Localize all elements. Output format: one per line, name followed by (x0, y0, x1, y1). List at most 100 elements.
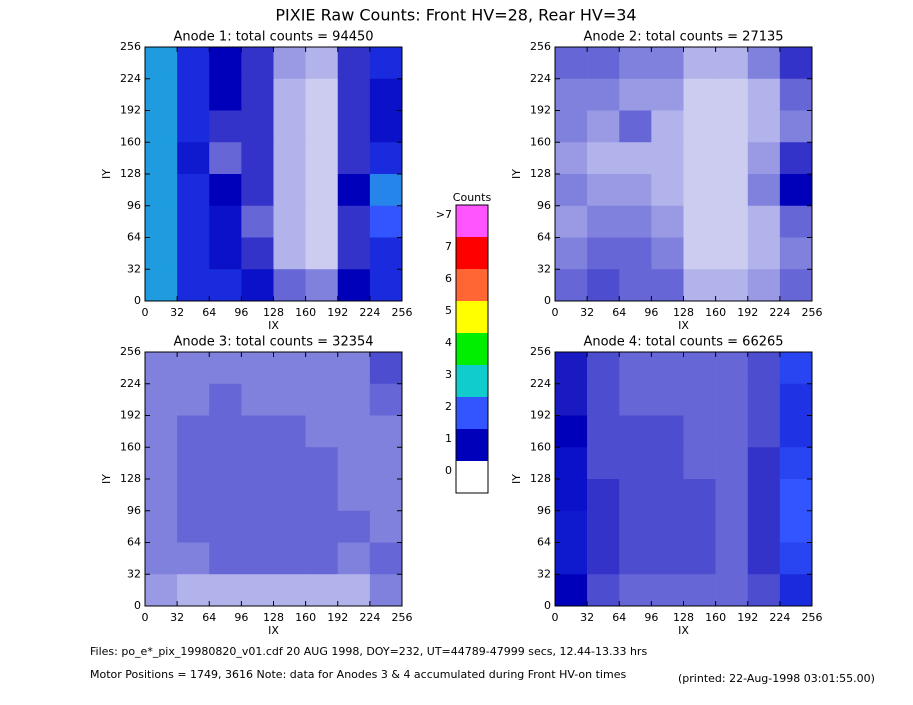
y-tick-label: 0 (134, 294, 141, 307)
x-tick-label: 256 (802, 611, 823, 624)
x-tick-label: 128 (263, 611, 284, 624)
heat-cell (305, 269, 339, 302)
heat-cell (209, 447, 242, 480)
heat-cell (683, 47, 716, 80)
heat-cell (145, 237, 178, 270)
heat-cell (651, 352, 684, 385)
heat-cell (587, 110, 620, 143)
colorbar-label: 7 (445, 240, 452, 253)
heat-cell (177, 352, 210, 385)
heat-cell (209, 415, 242, 448)
heat-cell (779, 574, 813, 607)
heat-cell (369, 142, 403, 175)
heat-cell (555, 269, 588, 302)
y-tick-label: 96 (537, 504, 551, 517)
x-tick-label: 256 (392, 306, 413, 319)
heat-cell (241, 78, 274, 111)
x-axis-label: IX (268, 319, 279, 332)
y-tick-label: 32 (127, 262, 141, 275)
y-tick-label: 64 (537, 231, 551, 244)
heat-cell (145, 78, 178, 111)
y-tick-label: 128 (530, 167, 551, 180)
heat-cell (555, 47, 588, 80)
heat-cell (337, 542, 371, 575)
heat-cell (683, 510, 716, 543)
colorbar-label: 6 (445, 272, 452, 285)
x-tick-label: 96 (234, 306, 248, 319)
heat-cell (305, 352, 339, 385)
heat-cell (555, 78, 588, 111)
heat-cell (273, 110, 306, 143)
heat-cell (779, 447, 813, 480)
heat-cell (779, 47, 813, 80)
x-tick-label: 160 (295, 611, 316, 624)
heat-cell (337, 447, 371, 480)
y-tick-label: 64 (537, 536, 551, 549)
heat-cell (305, 110, 339, 143)
heat-cell (779, 78, 813, 111)
heat-cell (587, 415, 620, 448)
x-tick-label: 192 (737, 611, 758, 624)
heat-cell (619, 142, 652, 175)
x-tick-label: 256 (392, 611, 413, 624)
heat-cell (619, 174, 652, 207)
heat-cell (651, 574, 684, 607)
heat-cell (337, 383, 371, 416)
heat-cell (145, 447, 178, 480)
heat-cell (587, 574, 620, 607)
heat-cell (241, 110, 274, 143)
colorbar-swatch (456, 237, 488, 269)
heat-cell (241, 479, 274, 512)
heat-cell (779, 415, 813, 448)
heat-cell (555, 542, 588, 575)
colorbar-label: 1 (445, 432, 452, 445)
heat-cell (145, 574, 178, 607)
heat-cell (747, 174, 781, 207)
heat-cell (747, 383, 781, 416)
heat-cell (779, 174, 813, 207)
heat-cell (619, 269, 652, 302)
heat-cell (305, 205, 339, 238)
heat-cell (715, 78, 749, 111)
heat-cell (683, 352, 716, 385)
heat-cell (305, 142, 339, 175)
y-tick-label: 32 (537, 262, 551, 275)
heat-cell (587, 174, 620, 207)
heat-cell (555, 574, 588, 607)
heat-cell (715, 415, 749, 448)
heat-cell (683, 479, 716, 512)
heat-cell (747, 142, 781, 175)
heat-cell (337, 47, 371, 80)
heat-cell (779, 542, 813, 575)
x-tick-label: 224 (359, 611, 380, 624)
heat-cell (369, 542, 403, 575)
heat-cell (651, 205, 684, 238)
heat-cell (177, 415, 210, 448)
heat-cell (683, 415, 716, 448)
y-tick-label: 192 (120, 409, 141, 422)
heat-cell (651, 47, 684, 80)
heat-cell (145, 110, 178, 143)
heat-cell (651, 542, 684, 575)
x-tick-label: 160 (705, 611, 726, 624)
colorbar-swatch (456, 365, 488, 397)
heat-cell (273, 205, 306, 238)
heat-cell (715, 237, 749, 270)
heat-cell (337, 142, 371, 175)
heat-cell (273, 510, 306, 543)
heat-cell (747, 205, 781, 238)
heat-cell (177, 174, 210, 207)
x-tick-label: 128 (673, 611, 694, 624)
heat-cell (273, 237, 306, 270)
heat-cell (145, 352, 178, 385)
heat-cell (273, 269, 306, 302)
heat-cell (651, 447, 684, 480)
heat-cell (273, 479, 306, 512)
heat-cell (241, 47, 274, 80)
heat-cell (651, 78, 684, 111)
heat-cell (619, 110, 652, 143)
y-tick-label: 128 (120, 167, 141, 180)
heat-cell (747, 542, 781, 575)
heat-cell (683, 205, 716, 238)
heat-cell (305, 47, 339, 80)
